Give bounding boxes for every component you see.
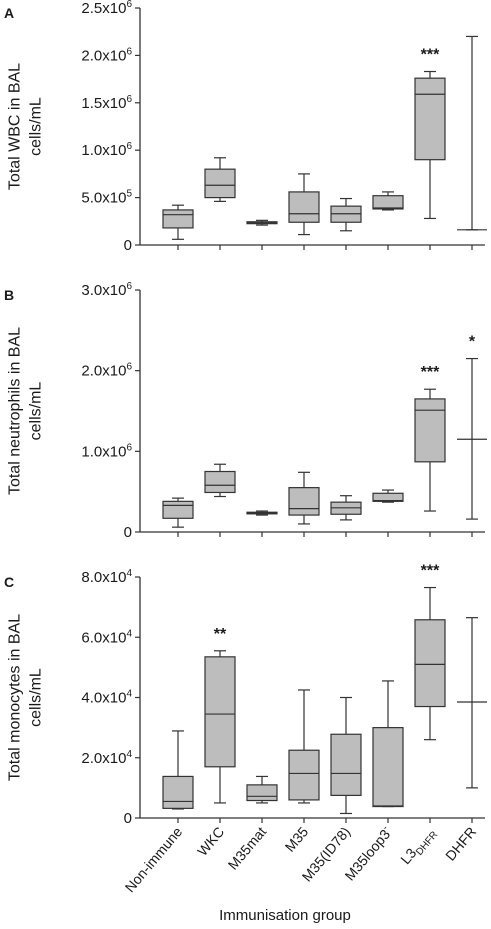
y-tick-label: 4.0x104 xyxy=(81,689,132,707)
significance-marker: * xyxy=(469,334,476,351)
y-tick-label: 2.0x106 xyxy=(81,46,132,64)
box-iqr xyxy=(372,195,404,210)
box-iqr xyxy=(288,487,320,516)
y-tick-label: 1.0x106 xyxy=(81,442,132,460)
x-category-label: WKC xyxy=(194,824,227,859)
x-category-label: M35mat xyxy=(225,824,270,873)
y-tick-label: 5.0x105 xyxy=(81,189,132,207)
panel-letter: A xyxy=(4,5,14,21)
panel-a: A Total WBC in BAL cells/mL 0 5.0x105 1.0x106… xyxy=(4,0,487,254)
y-axis-title-line: Total WBC in BAL xyxy=(7,63,24,190)
significance-marker: *** xyxy=(421,364,440,381)
box-iqr xyxy=(204,168,236,199)
box-5 xyxy=(330,495,362,521)
y-axis-title-line: cells/mL xyxy=(28,382,45,441)
box-7: *** xyxy=(414,364,446,512)
box-iqr xyxy=(288,191,320,223)
box-6 xyxy=(372,680,404,808)
box-4 xyxy=(288,689,320,804)
box-3 xyxy=(246,219,278,226)
box-3 xyxy=(246,775,278,804)
y-axis-title-line: Total monocytes in BAL xyxy=(7,614,24,781)
box-iqr xyxy=(372,727,404,808)
box-2 xyxy=(204,463,236,498)
box-iqr xyxy=(204,656,236,768)
box-iqr xyxy=(414,77,446,161)
box-8: * xyxy=(457,334,487,520)
box-iqr xyxy=(288,749,320,801)
x-category-label: DHFR xyxy=(442,824,479,864)
significance-marker: *** xyxy=(421,563,440,580)
box-4 xyxy=(288,173,320,236)
y-axis-title-line: cells/mL xyxy=(28,97,45,156)
panel-b: B Total neutrophils in BAL cells/mL 0 1.0x10… xyxy=(4,281,487,541)
box-1 xyxy=(162,730,194,810)
y-tick-label: 1.5x106 xyxy=(81,94,132,112)
box-1 xyxy=(162,204,194,240)
y-tick-label: 0 xyxy=(124,237,132,254)
box-6 xyxy=(372,489,404,503)
y-tick-label: 2.0x104 xyxy=(81,749,132,767)
box-iqr xyxy=(246,784,278,802)
box-6 xyxy=(372,191,404,211)
y-tick-label: 6.0x104 xyxy=(81,628,132,646)
panel-letter: C xyxy=(4,574,14,590)
y-tick-label: 8.0x104 xyxy=(81,568,132,586)
box-7: *** xyxy=(414,47,446,220)
box-8 xyxy=(457,617,487,789)
x-category-label: Non-immune xyxy=(122,823,186,895)
panel-letter: B xyxy=(4,287,14,303)
box-5 xyxy=(330,197,362,232)
box-2: ** xyxy=(204,626,236,804)
y-tick-label: 3.0x106 xyxy=(81,281,132,299)
box-1 xyxy=(162,497,194,528)
box-8 xyxy=(457,35,487,231)
significance-marker: *** xyxy=(421,47,440,64)
box-2 xyxy=(204,157,236,202)
box-3 xyxy=(246,510,278,516)
y-tick-label: 1.0x106 xyxy=(81,141,132,159)
y-tick-label: 0 xyxy=(124,524,132,541)
box-iqr xyxy=(162,500,194,519)
x-category-label: L3DHFR xyxy=(397,824,440,870)
y-axis-title-line: cells/mL xyxy=(28,668,45,727)
box-iqr xyxy=(372,492,404,502)
box-iqr xyxy=(204,470,236,494)
y-tick-label: 0 xyxy=(124,810,132,827)
box-iqr xyxy=(414,398,446,463)
box-5 xyxy=(330,696,362,815)
box-iqr xyxy=(330,733,362,797)
significance-marker: ** xyxy=(214,626,227,643)
x-category-label: M35 xyxy=(282,823,312,854)
x-axis-title: Immunisation group xyxy=(219,907,351,924)
y-tick-label: 2.5x106 xyxy=(81,0,132,17)
panel-c: C Total monocytes in BAL cells/mL 0 2.0x104 4… xyxy=(4,563,487,827)
box-iqr xyxy=(414,619,446,708)
box-7: *** xyxy=(414,563,446,741)
box-iqr xyxy=(162,775,194,809)
box-iqr xyxy=(162,209,194,229)
box-4 xyxy=(288,471,320,525)
y-tick-label: 2.0x106 xyxy=(81,362,132,380)
y-axis-title-line: Total neutrophils in BAL xyxy=(7,327,24,495)
